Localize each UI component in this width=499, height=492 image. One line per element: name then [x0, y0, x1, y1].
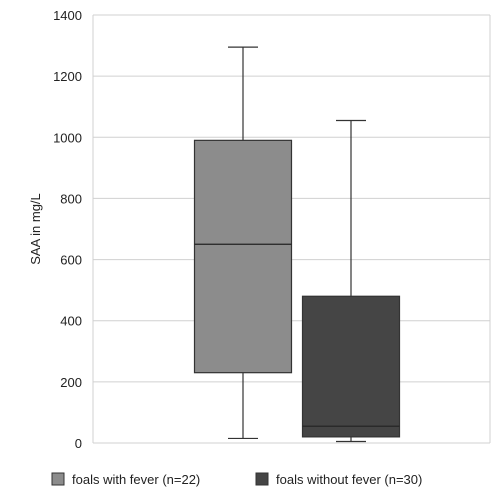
y-tick-label: 1200 — [53, 69, 82, 84]
box-series-1 — [193, 46, 293, 440]
y-axis-ticks: 0 200 400 600 800 1000 1200 1400 — [53, 8, 82, 451]
y-tick-label: 1000 — [53, 130, 82, 145]
y-tick-label: 400 — [60, 314, 82, 329]
y-tick-label: 200 — [60, 375, 82, 390]
legend-swatch — [51, 472, 65, 486]
box-series — [193, 46, 401, 443]
iqr-box — [193, 139, 293, 374]
legend-label: foals without fever (n=30) — [276, 472, 422, 487]
iqr-box — [301, 295, 401, 438]
y-tick-label: 600 — [60, 253, 82, 268]
y-tick-label: 800 — [60, 191, 82, 206]
legend-label: foals with fever (n=22) — [72, 472, 200, 487]
y-tick-label: 0 — [75, 436, 82, 451]
legend-item-1: foals with fever (n=22) — [51, 472, 200, 487]
legend-swatch — [255, 472, 269, 486]
legend: foals with fever (n=22) foals without fev… — [51, 472, 422, 487]
legend-item-2: foals without fever (n=30) — [255, 472, 422, 487]
y-axis-title: SAA in mg/L — [28, 193, 43, 265]
box-series-2 — [301, 119, 401, 443]
y-tick-label: 1400 — [53, 8, 82, 23]
